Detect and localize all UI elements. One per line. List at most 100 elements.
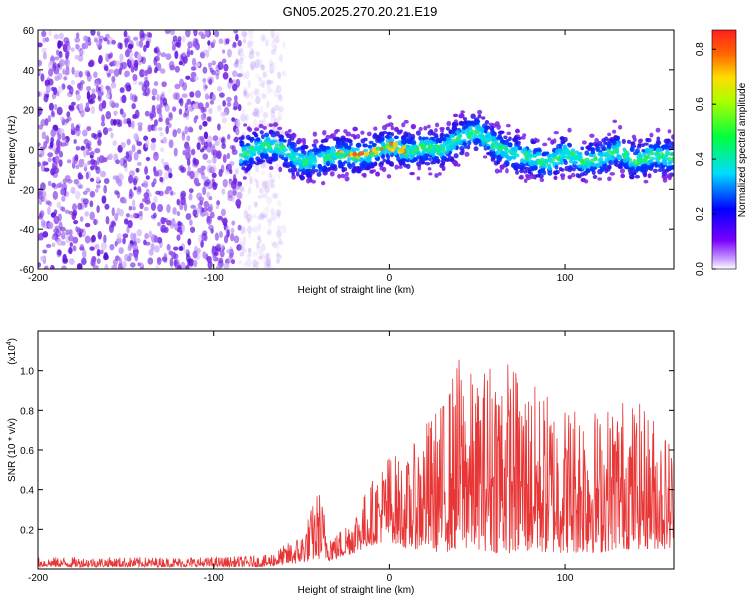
noise-speckle bbox=[231, 259, 236, 265]
noise-speckle bbox=[54, 103, 58, 111]
noise-speckle bbox=[45, 243, 52, 248]
noise-speckle bbox=[176, 198, 181, 206]
band-cell bbox=[656, 136, 661, 142]
band-cell bbox=[416, 176, 421, 181]
noise-speckle bbox=[254, 88, 261, 98]
noise-speckle bbox=[64, 59, 69, 65]
noise-speckle bbox=[259, 105, 264, 114]
noise-speckle bbox=[262, 71, 268, 78]
noise-speckle bbox=[181, 35, 186, 43]
band-cell bbox=[312, 131, 318, 137]
band-cell bbox=[575, 173, 580, 178]
noise-speckle bbox=[270, 176, 277, 184]
band-cell bbox=[337, 173, 342, 179]
band-cell bbox=[567, 175, 572, 179]
noise-speckle bbox=[150, 243, 155, 251]
band-cell bbox=[253, 127, 260, 132]
noise-speckle bbox=[215, 265, 222, 269]
noise-speckle bbox=[151, 137, 157, 143]
band-cell bbox=[560, 174, 565, 181]
noise-speckle bbox=[213, 251, 219, 257]
noise-speckle bbox=[236, 191, 243, 200]
y-tick-label: 60 bbox=[23, 26, 35, 37]
noise-speckle bbox=[221, 111, 228, 117]
noise-speckle bbox=[43, 197, 48, 203]
noise-speckle bbox=[256, 245, 263, 254]
band-cell bbox=[440, 158, 447, 164]
figure-title: GN05.2025.270.20.21.E19 bbox=[283, 4, 438, 19]
noise-speckle bbox=[242, 108, 246, 115]
band-cell bbox=[463, 145, 468, 149]
band-cell bbox=[423, 125, 428, 131]
noise-speckle bbox=[222, 71, 229, 80]
noise-speckle bbox=[168, 123, 172, 128]
noise-speckle bbox=[76, 82, 82, 90]
noise-speckle bbox=[64, 209, 70, 214]
noise-speckle bbox=[252, 213, 257, 219]
band-cell bbox=[671, 157, 674, 162]
noise-speckle bbox=[144, 199, 151, 205]
noise-speckle bbox=[109, 243, 115, 251]
band-cell bbox=[382, 158, 387, 163]
noise-speckle bbox=[255, 96, 261, 105]
band-cell bbox=[440, 127, 445, 134]
noise-speckle bbox=[255, 51, 260, 57]
band-cell bbox=[345, 171, 349, 177]
noise-speckle bbox=[63, 37, 70, 44]
noise-speckle bbox=[115, 175, 120, 184]
band-cell bbox=[506, 156, 512, 162]
noise-speckle bbox=[96, 205, 100, 214]
band-cell bbox=[518, 175, 524, 180]
band-cell bbox=[597, 141, 603, 147]
band-cell bbox=[527, 159, 532, 163]
noise-speckle bbox=[226, 101, 232, 107]
noise-speckle bbox=[61, 195, 66, 202]
band-cell bbox=[617, 165, 623, 169]
band-cell bbox=[354, 147, 360, 152]
noise-speckle bbox=[79, 216, 84, 222]
band-cell bbox=[500, 150, 505, 156]
band-cell bbox=[303, 144, 309, 150]
y-tick-label: 0 bbox=[28, 146, 34, 157]
noise-speckle bbox=[139, 262, 144, 268]
snr-multiplier-exp: 4 bbox=[6, 341, 13, 345]
band-cell bbox=[415, 130, 421, 136]
band-cell bbox=[535, 151, 541, 156]
noise-speckle bbox=[90, 165, 95, 171]
noise-speckle bbox=[199, 135, 205, 141]
band-cell bbox=[609, 136, 615, 142]
noise-speckle bbox=[155, 190, 161, 195]
noise-speckle bbox=[57, 249, 62, 256]
noise-speckle bbox=[235, 127, 240, 136]
noise-speckle bbox=[263, 256, 268, 266]
noise-speckle bbox=[266, 86, 272, 94]
colorbar-gradient bbox=[711, 29, 737, 270]
band-cell bbox=[366, 155, 372, 161]
noise-speckle bbox=[132, 177, 138, 186]
noise-speckle bbox=[189, 91, 195, 98]
noise-speckle bbox=[119, 87, 125, 93]
noise-speckle bbox=[108, 224, 114, 233]
svg-text:(x104): (x104) bbox=[6, 338, 18, 365]
noise-speckle bbox=[38, 124, 44, 130]
noise-speckle bbox=[268, 79, 274, 85]
band-cell bbox=[662, 160, 668, 166]
band-cell bbox=[385, 152, 390, 158]
noise-speckle bbox=[130, 232, 134, 241]
band-cell bbox=[588, 142, 593, 147]
band-cell bbox=[643, 179, 649, 184]
band-cell bbox=[643, 142, 649, 146]
band-cell bbox=[258, 123, 264, 129]
band-cell bbox=[635, 148, 640, 154]
noise-speckle bbox=[84, 235, 91, 244]
noise-speckle bbox=[129, 262, 136, 268]
band-cell bbox=[483, 128, 488, 134]
band-cell bbox=[361, 173, 366, 177]
noise-speckle bbox=[144, 166, 149, 175]
noise-speckle bbox=[94, 166, 99, 171]
noise-speckle bbox=[73, 139, 77, 144]
noise-speckle bbox=[271, 192, 278, 199]
band-cell bbox=[246, 155, 251, 159]
